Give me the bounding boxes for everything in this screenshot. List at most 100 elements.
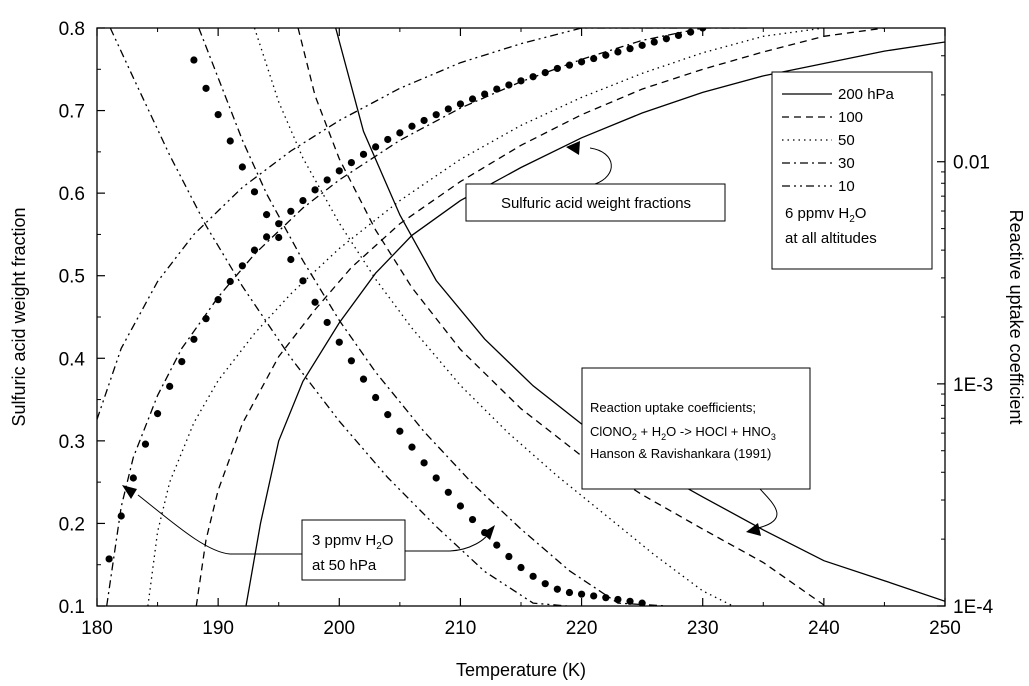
point-weight_fraction_3ppmv-50 (529, 73, 537, 81)
point-weight_fraction_3ppmv-50 (553, 64, 561, 73)
point-uptake_coefficient_3ppmv-50 (590, 592, 598, 600)
y-left-tick-label: 0.8 (59, 19, 85, 40)
x-tick-label: 220 (566, 618, 598, 639)
point-weight_fraction_3ppmv-50 (590, 54, 598, 63)
ppmv-label-box (301, 519, 406, 581)
y-right-tick-label: 0.01 (953, 153, 990, 174)
arrow-weight-fractions (589, 147, 612, 185)
point-weight_fraction_3ppmv-50 (626, 45, 634, 53)
arrow-ppmv-right (405, 530, 491, 552)
point-uptake_coefficient_3ppmv-50 (335, 338, 343, 346)
point-uptake_coefficient_3ppmv-50 (214, 111, 222, 119)
legend-label: 100 (838, 109, 863, 126)
point-uptake_coefficient_3ppmv-50 (602, 594, 610, 602)
y-left-tick-label: 0.5 (59, 267, 85, 288)
point-uptake_coefficient_3ppmv-50 (505, 552, 513, 561)
series-line-uptake_coefficient-10 (109, 28, 568, 606)
point-weight_fraction_3ppmv-50 (226, 277, 234, 286)
point-uptake_coefficient_3ppmv-50 (238, 163, 246, 171)
point-weight_fraction_3ppmv-50 (481, 90, 489, 98)
point-weight_fraction_3ppmv-50 (250, 246, 259, 254)
point-weight_fraction_3ppmv-50 (335, 167, 343, 175)
point-uptake_coefficient_3ppmv-50 (432, 474, 440, 482)
point-uptake_coefficient_3ppmv-50 (226, 137, 234, 145)
point-weight_fraction_3ppmv-50 (650, 38, 658, 46)
point-weight_fraction_3ppmv-50 (505, 81, 513, 89)
point-weight_fraction_3ppmv-50 (662, 35, 670, 43)
point-uptake_coefficient_3ppmv-50 (493, 541, 501, 549)
point-weight_fraction_3ppmv-50 (517, 77, 525, 85)
point-uptake_coefficient_3ppmv-50 (565, 588, 574, 597)
series-line-uptake_coefficient-100 (297, 28, 825, 606)
legend-label: 10 (838, 178, 855, 195)
point-uptake_coefficient_3ppmv-50 (372, 393, 380, 402)
point-weight_fraction_3ppmv-50 (347, 158, 355, 167)
legend-note-line1: 6 ppmv H2O (785, 205, 866, 225)
weight-fractions-label-box (465, 183, 726, 222)
y-right-axis-title: Reactive uptake coefficient (1006, 210, 1026, 425)
y-left-tick-label: 0.4 (59, 349, 86, 370)
point-weight_fraction_3ppmv-50 (432, 111, 440, 119)
uptake-label-box (581, 367, 811, 490)
point-uptake_coefficient_3ppmv-50 (553, 585, 561, 593)
point-weight_fraction_3ppmv-50 (202, 315, 210, 323)
point-uptake_coefficient_3ppmv-50 (263, 211, 271, 219)
point-uptake_coefficient_3ppmv-50 (517, 563, 525, 572)
point-uptake_coefficient_3ppmv-50 (626, 597, 634, 605)
point-uptake_coefficient_3ppmv-50 (347, 357, 355, 365)
point-weight_fraction_3ppmv-50 (674, 31, 683, 40)
point-uptake_coefficient_3ppmv-50 (577, 590, 586, 598)
series-line-weight_fraction-30 (106, 28, 752, 606)
point-weight_fraction_3ppmv-50 (687, 28, 695, 36)
point-weight_fraction_3ppmv-50 (638, 41, 646, 49)
point-weight_fraction_3ppmv-50 (384, 135, 392, 144)
weight-fractions-label: Sulfuric acid weight fractions (501, 195, 691, 212)
point-weight_fraction_3ppmv-50 (190, 335, 198, 343)
point-uptake_coefficient_3ppmv-50 (396, 427, 404, 435)
point-weight_fraction_3ppmv-50 (408, 122, 416, 130)
x-tick-label: 200 (323, 618, 355, 639)
point-uptake_coefficient_3ppmv-50 (323, 318, 331, 327)
arrowhead-ppmv-right (482, 525, 495, 540)
point-uptake_coefficient_3ppmv-50 (287, 255, 295, 264)
point-weight_fraction_3ppmv-50 (420, 116, 428, 125)
point-uptake_coefficient_3ppmv-50 (468, 515, 477, 524)
point-weight_fraction_3ppmv-50 (493, 85, 501, 93)
point-weight_fraction_3ppmv-50 (299, 196, 307, 205)
legend-label: 200 hPa (838, 86, 895, 103)
point-weight_fraction_3ppmv-50 (178, 357, 186, 366)
point-weight_fraction_3ppmv-50 (117, 512, 125, 520)
point-weight_fraction_3ppmv-50 (602, 51, 610, 59)
point-uptake_coefficient_3ppmv-50 (250, 188, 259, 196)
point-weight_fraction_3ppmv-50 (263, 233, 271, 241)
point-weight_fraction_3ppmv-50 (359, 150, 368, 158)
legend-box (771, 71, 933, 270)
point-uptake_coefficient_3ppmv-50 (541, 580, 549, 588)
point-weight_fraction_3ppmv-50 (444, 105, 452, 113)
x-tick-label: 180 (81, 618, 113, 639)
plot-curves (97, 28, 945, 606)
y-left-tick-label: 0.1 (59, 597, 85, 618)
arrowhead-weight-fractions (566, 141, 580, 155)
uptake-label-line3: Hanson & Ravishankara (1991) (590, 446, 771, 461)
legend-label: 30 (838, 155, 855, 172)
y-left-tick-label: 0.2 (59, 514, 85, 535)
point-weight_fraction_3ppmv-50 (275, 220, 283, 228)
y-left-axis-title: Sulfuric acid weight fraction (9, 207, 29, 426)
point-uptake_coefficient_3ppmv-50 (384, 411, 392, 419)
point-uptake_coefficient_3ppmv-50 (202, 84, 210, 92)
point-weight_fraction_3ppmv-50 (372, 143, 380, 151)
x-tick-label: 240 (808, 618, 840, 639)
point-uptake_coefficient_3ppmv-50 (311, 298, 319, 306)
legend-note-line2: at all altitudes (785, 230, 877, 247)
series-line-weight_fraction-50 (147, 28, 824, 606)
arrow-uptake (757, 488, 778, 529)
ppmv-label-line2: at 50 hPa (312, 557, 377, 574)
y-right-tick-label: 1E-4 (953, 597, 994, 618)
point-weight_fraction_3ppmv-50 (287, 207, 295, 215)
point-weight_fraction_3ppmv-50 (238, 262, 246, 270)
point-uptake_coefficient_3ppmv-50 (444, 488, 452, 496)
legend-entries: 200 hPa 100 50 30 10 (782, 86, 895, 195)
uptake-label-line1: Reaction uptake coefficients; (590, 400, 756, 415)
